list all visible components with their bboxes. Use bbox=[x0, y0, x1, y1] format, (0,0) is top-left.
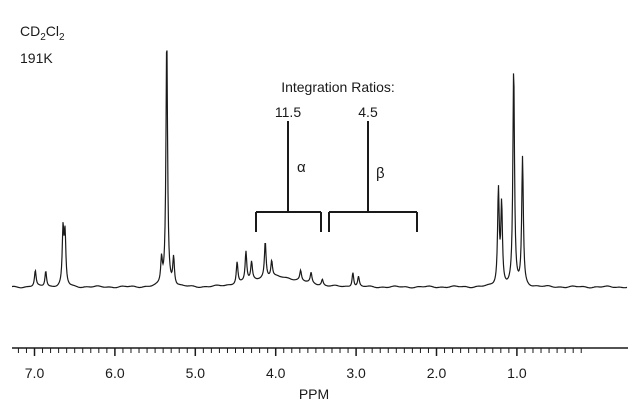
beta-label: β bbox=[376, 165, 385, 182]
spectrum-trace bbox=[12, 50, 628, 289]
x-tick-label: 2.0 bbox=[427, 365, 447, 381]
x-axis-title: PPM bbox=[299, 386, 329, 402]
integration-bracket-beta bbox=[328, 121, 418, 232]
alpha-label: α bbox=[297, 159, 306, 176]
x-tick-label: 6.0 bbox=[105, 365, 125, 381]
x-tick-label: 5.0 bbox=[186, 365, 206, 381]
integration-title: Integration Ratios: bbox=[281, 79, 395, 95]
temperature-label: 191K bbox=[20, 50, 53, 66]
x-tick-label: 4.0 bbox=[266, 365, 286, 381]
integration-ratio-alpha: 11.5 bbox=[275, 104, 301, 120]
integration-bracket-alpha bbox=[255, 121, 322, 232]
solvent-label: CD2Cl2 bbox=[20, 23, 65, 43]
x-tick-label: 1.0 bbox=[507, 365, 527, 381]
x-axis-ticks: 7.0 6.0 5.0 4.0 3.0 2.0 1.0 bbox=[17, 348, 582, 381]
x-tick-label: 3.0 bbox=[346, 365, 366, 381]
x-tick-label: 7.0 bbox=[25, 365, 45, 381]
integration-ratio-beta: 4.5 bbox=[358, 104, 378, 120]
